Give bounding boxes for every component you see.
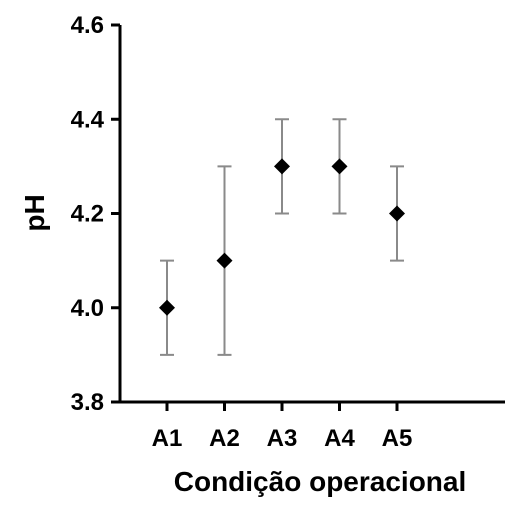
x-tick-label: A4 bbox=[324, 425, 355, 452]
y-tick-label: 3.8 bbox=[71, 389, 104, 416]
diamond-marker bbox=[159, 299, 175, 316]
x-axis-title: Condição operacional bbox=[174, 466, 467, 497]
diamond-marker bbox=[274, 158, 290, 175]
y-axis: 3.8 4.0 4.2 4.4 4.6 bbox=[71, 12, 122, 416]
diamond-marker bbox=[216, 252, 233, 269]
data-point-group bbox=[331, 118, 348, 215]
diamond-marker bbox=[389, 205, 405, 222]
data-point-group bbox=[216, 165, 233, 356]
y-tick-label: 4.4 bbox=[71, 106, 105, 133]
diamond-marker bbox=[331, 158, 348, 175]
x-axis: A1 A2 A3 A4 A5 bbox=[118, 400, 505, 452]
y-tick-label: 4.2 bbox=[71, 201, 104, 228]
x-ticks: A1 A2 A3 A4 A5 bbox=[152, 402, 413, 452]
y-tick-label: 4.0 bbox=[71, 295, 104, 322]
data-point-group bbox=[159, 259, 175, 356]
data-series bbox=[159, 118, 405, 356]
data-point-group bbox=[389, 165, 405, 262]
x-tick-label: A1 bbox=[152, 425, 183, 452]
y-axis-title: pH bbox=[19, 194, 50, 231]
x-tick-label: A3 bbox=[267, 425, 298, 452]
x-tick-label: A5 bbox=[382, 425, 413, 452]
x-tick-label: A2 bbox=[209, 425, 240, 452]
data-point-group bbox=[274, 118, 290, 215]
y-ticks: 3.8 4.0 4.2 4.4 4.6 bbox=[71, 12, 120, 416]
y-tick-label: 4.6 bbox=[71, 12, 104, 39]
